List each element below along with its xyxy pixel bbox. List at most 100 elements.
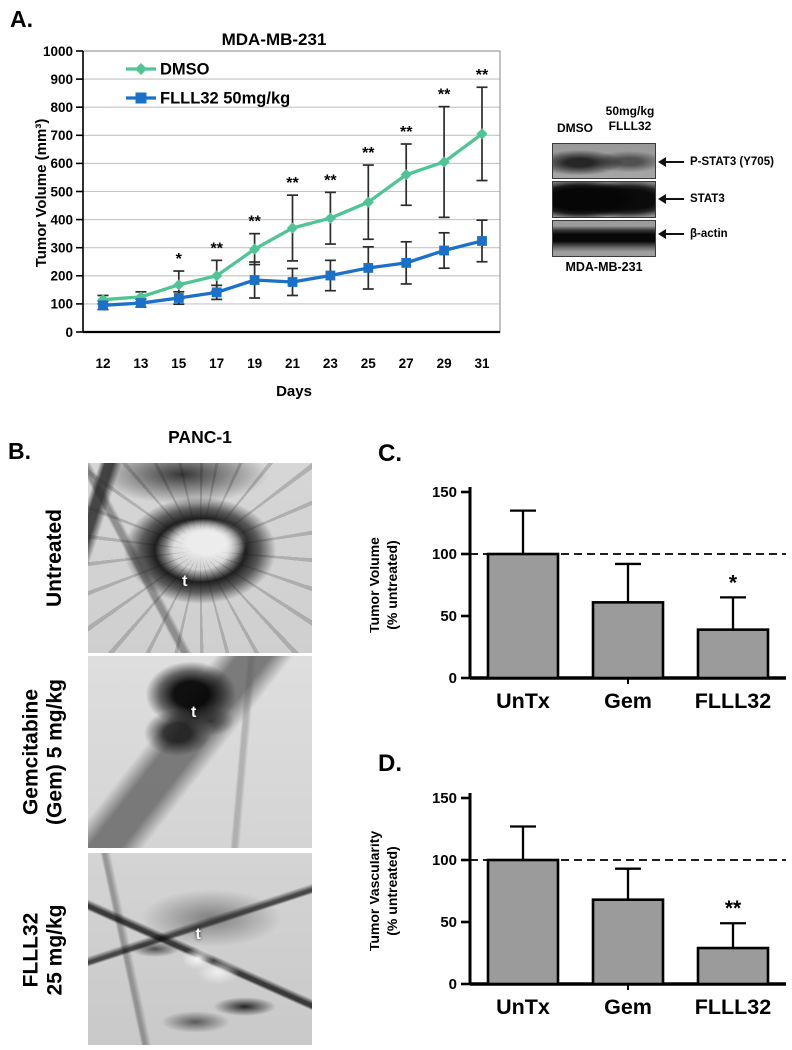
- category-label: UnTx: [496, 689, 550, 713]
- marker-square: [211, 287, 222, 298]
- x-tick-label: 15: [171, 356, 187, 371]
- blot-lane-dmso-header: DMSO: [557, 121, 593, 135]
- tumor-marker: t: [195, 925, 201, 943]
- bar-FLLL32: [696, 946, 770, 986]
- row-label-flll32-line1: FLLL32: [19, 912, 43, 988]
- blot-lane-flll32-header: 50mg/kg FLLL32: [597, 104, 663, 135]
- marker-diamond: [438, 156, 450, 168]
- marker-square: [363, 263, 374, 273]
- y-tick-label: 900: [50, 72, 73, 87]
- category-label: UnTx: [496, 995, 550, 1019]
- marker-diamond: [249, 243, 261, 255]
- marker-diamond: [476, 128, 488, 140]
- blot-label-stat3: STAT3: [690, 193, 725, 205]
- marker-square: [173, 293, 184, 303]
- blot-label-bactin: β-actin: [690, 228, 728, 240]
- x-axis-title: Days: [276, 383, 312, 400]
- marker-diamond: [362, 196, 374, 208]
- category-label: Gem: [604, 689, 652, 713]
- x-tick-label: 25: [361, 356, 377, 371]
- significance-label: *: [176, 251, 183, 268]
- row-label-flll32: FLLL32 25 mg/kg: [19, 904, 66, 995]
- marker-diamond: [400, 169, 412, 181]
- tumor-marker: t: [182, 573, 188, 591]
- micrograph-untreated: t: [88, 463, 312, 653]
- y-tick-label: 200: [50, 269, 73, 284]
- significance-label: **: [248, 214, 261, 231]
- blot-row-stat3: STAT3: [658, 191, 725, 207]
- marker-square: [439, 245, 449, 256]
- row-label-untreated: Untreated: [43, 509, 67, 607]
- marker-diamond: [286, 222, 299, 234]
- marker-square: [98, 300, 108, 311]
- blot-cell-line-label: MDA-MB-231: [565, 260, 643, 274]
- row-label-gem-line2: (Gem) 5 mg/kg: [43, 679, 66, 825]
- y-tick-label: 300: [50, 241, 73, 256]
- bar-UnTx: [486, 552, 560, 680]
- significance-label: **: [324, 172, 337, 189]
- bar-UnTx: [486, 858, 560, 986]
- y-tick-label: 800: [50, 100, 73, 115]
- significance-label: **: [400, 124, 413, 141]
- marker-square: [325, 270, 336, 281]
- x-tick-label: 19: [247, 356, 262, 371]
- significance-label: **: [210, 240, 223, 257]
- y-axis-title-line1: Tumor Vascularity: [370, 831, 382, 952]
- category-label: FLLL32: [695, 995, 771, 1019]
- blot-label-pstat3: P-STAT3 (Y705): [690, 156, 774, 168]
- y-tick-label: 100: [432, 852, 457, 869]
- blot-band-bactin: [552, 220, 656, 257]
- panel-b-label: B.: [8, 438, 31, 464]
- legend-marker-diamond: [135, 63, 147, 75]
- y-tick-label: 0: [449, 976, 457, 993]
- y-tick-label: 0: [65, 325, 73, 340]
- marker-square: [401, 257, 412, 268]
- left-arrow-icon: [658, 193, 684, 204]
- significance-label: **: [362, 145, 375, 162]
- x-tick-label: 31: [474, 356, 490, 371]
- y-axis-title-line1: Tumor Volume: [370, 537, 382, 633]
- row-label-flll32-line2: 25 mg/kg: [43, 904, 66, 996]
- category-label: FLLL32: [695, 689, 771, 713]
- blot-row-pstat3: P-STAT3 (Y705): [658, 154, 774, 170]
- y-tick-label: 50: [440, 914, 457, 931]
- x-tick-label: 21: [285, 356, 301, 371]
- x-tick-label: 23: [323, 356, 339, 371]
- x-tick-label: 13: [133, 356, 149, 371]
- tumor-vascularity-bar-chart: 0 50 100 150 UnTx Gem FLLL32 ** Tumor Vascularit…: [370, 790, 786, 1019]
- panel-a-label: A.: [10, 6, 33, 32]
- bar-Gem: [591, 898, 665, 986]
- x-tick-label: 27: [399, 356, 414, 371]
- left-arrow-icon: [658, 156, 684, 167]
- y-tick-label: 600: [50, 156, 73, 171]
- y-tick-label: 150: [432, 484, 457, 501]
- blot-lane-flll32-name: FLLL32: [608, 119, 652, 134]
- marker-square: [477, 236, 487, 246]
- blot-band-stat3: [552, 181, 656, 218]
- bar-Gem: [591, 601, 665, 680]
- y-tick-label: 700: [50, 128, 73, 143]
- blot-row-bactin: β-actin: [658, 226, 728, 242]
- chart-title: MDA-MB-231: [222, 30, 327, 49]
- left-arrow-icon: [658, 228, 684, 239]
- tumor-marker: t: [191, 704, 197, 721]
- x-tick-label: 17: [209, 356, 224, 371]
- micrograph-gemcitabine: t: [88, 656, 312, 848]
- bar-FLLL32: [696, 628, 770, 680]
- legend-marker-square: [135, 92, 147, 104]
- category-label: Gem: [604, 995, 652, 1019]
- y-tick-label: 0: [449, 670, 457, 687]
- row-label-gemcitabine: Gemcitabine (Gem) 5 mg/kg: [19, 679, 66, 825]
- blot-lane-flll32-dose: 50mg/kg: [605, 104, 655, 118]
- y-axis-title-line2: (% untreated): [384, 540, 400, 629]
- y-tick-label: 150: [432, 790, 457, 807]
- panc1-title: PANC-1: [168, 427, 232, 447]
- y-tick-label: 1000: [43, 44, 73, 59]
- marker-square: [287, 277, 298, 287]
- significance-label: **: [438, 87, 451, 104]
- y-tick-label: 100: [432, 546, 457, 563]
- marker-diamond: [324, 212, 336, 224]
- significance-label: **: [286, 175, 299, 192]
- legend-label: DMSO: [160, 61, 210, 79]
